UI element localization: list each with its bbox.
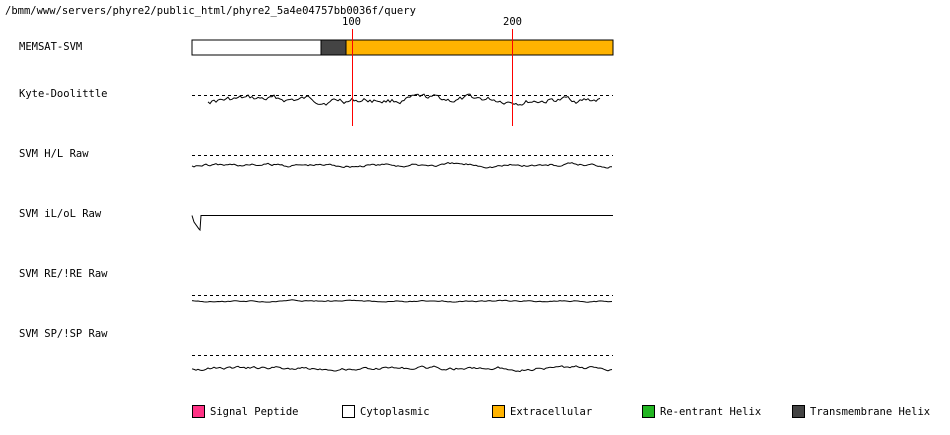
legend-cytoplasmic: Cytoplasmic — [342, 405, 430, 418]
track-label-svm-sp-raw: SVM SP/!SP Raw — [19, 328, 108, 340]
legend-label-signal-peptide: Signal Peptide — [210, 405, 299, 418]
track-label-memsat-svm: MEMSAT-SVM — [19, 41, 83, 53]
legend-signal-peptide: Signal Peptide — [192, 405, 299, 418]
track-baselines — [192, 95, 613, 356]
legend-swatch-extracellular — [492, 405, 505, 418]
legend-label-cytoplasmic: Cytoplasmic — [360, 405, 430, 418]
memsat-segment-transmembrane — [320, 39, 347, 56]
track-label-svm-iloL-raw: SVM iL/oL Raw — [19, 208, 102, 220]
legend-label-re-entrant-helix: Re-entrant Helix — [660, 405, 762, 418]
trace-svm-sp — [191, 365, 613, 373]
legend-label-extracellular: Extracellular — [510, 405, 593, 418]
query-path: /bmm/www/servers/phyre2/public_html/phyr… — [5, 5, 416, 17]
track-traces — [191, 93, 613, 373]
legend-label-transmembrane-helix: Transmembrane Helix — [810, 405, 931, 418]
track-label-svm-hl-raw: SVM H/L Raw — [19, 148, 89, 160]
track-label-svm-re-raw: SVM RE/!RE Raw — [19, 268, 108, 280]
memsat-segment-cytoplasmic — [191, 39, 322, 56]
memsat-topology-bar — [191, 39, 614, 56]
legend-swatch-cytoplasmic — [342, 405, 355, 418]
position-markers — [352, 29, 513, 126]
trace-svm-re — [191, 299, 613, 303]
memsat-segment-extracellular — [345, 39, 614, 56]
trace-svm-hl — [191, 162, 612, 169]
legend-swatch-re-entrant-helix — [642, 405, 655, 418]
track-label-kyte-doolittle: Kyte-Doolittle — [19, 88, 108, 100]
ruler-tick-200: 200 — [503, 16, 522, 28]
ruler-tick-100: 100 — [342, 16, 361, 28]
legend-swatch-signal-peptide — [192, 405, 205, 418]
legend-swatch-transmembrane-helix — [792, 405, 805, 418]
trace-kyte-doolittle — [207, 93, 601, 106]
legend-re-entrant-helix: Re-entrant Helix — [642, 405, 761, 418]
trace-svm-iloL — [191, 215, 613, 232]
legend-transmembrane-helix: Transmembrane Helix — [792, 405, 930, 418]
legend-extracellular: Extracellular — [492, 405, 592, 418]
